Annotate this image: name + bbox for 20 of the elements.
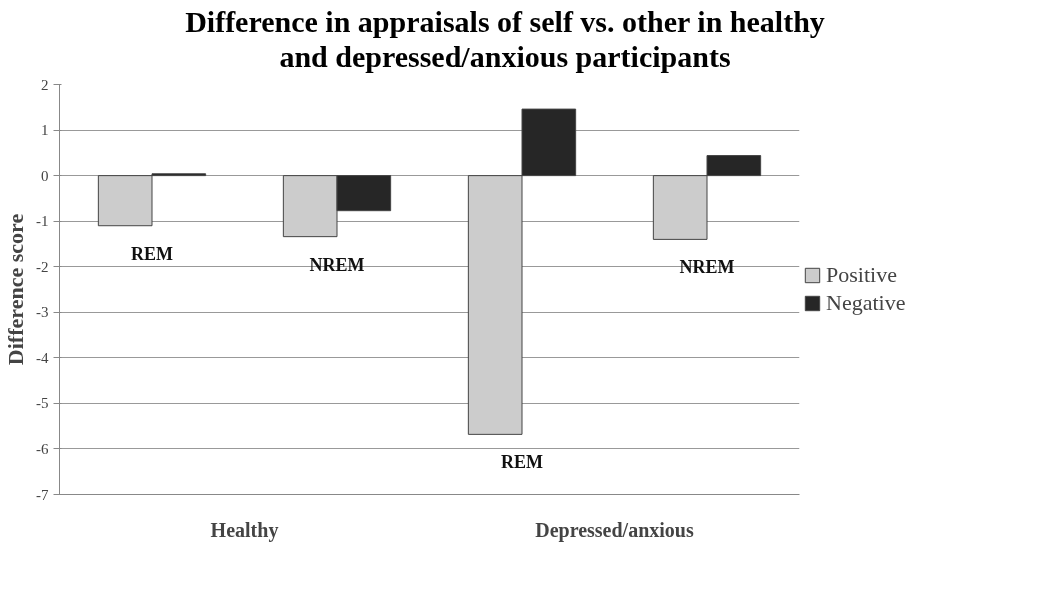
y-tick-label: -1 xyxy=(36,213,49,230)
y-tick-label: -7 xyxy=(36,486,49,503)
y-tick-label: -5 xyxy=(36,395,49,412)
y-tick-label: -3 xyxy=(36,304,49,321)
y-tick-label: 0 xyxy=(41,167,49,184)
y-tick-label: 1 xyxy=(41,122,49,139)
y-tick-label: 2 xyxy=(41,76,49,93)
y-tick-label: -2 xyxy=(36,258,49,275)
x-tick-label: REM xyxy=(501,452,544,473)
x-tick-label: NREM xyxy=(679,257,735,278)
y-axis-title: Difference score xyxy=(3,213,28,366)
y-tick-label: -6 xyxy=(36,440,49,457)
text: Healthy xyxy=(210,518,279,542)
y-tick-label: -4 xyxy=(36,349,49,366)
chart-title: Difference in appraisals of self vs. other in healthy and depressed/anxious participants xyxy=(185,5,825,74)
legend-label: Negative xyxy=(826,290,906,316)
x-tick-label: REM xyxy=(131,243,174,264)
text: Depressed/anxious xyxy=(535,518,694,542)
x-tick-label: NREM xyxy=(309,254,365,275)
legend-label: Positive xyxy=(826,262,897,288)
